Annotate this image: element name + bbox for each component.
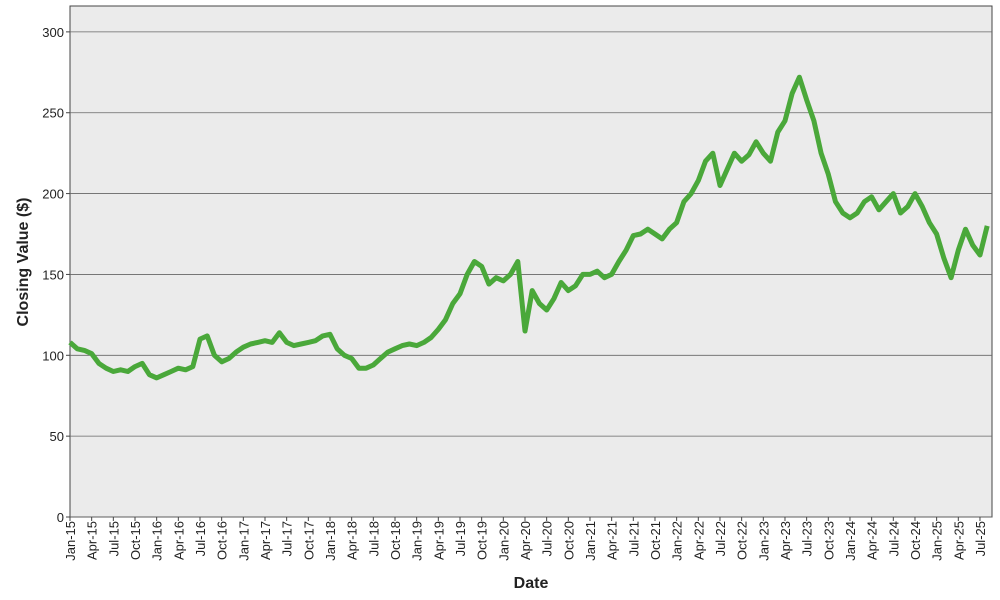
x-tick-label: Oct-16: [215, 521, 230, 560]
x-tick-label: Jul-22: [713, 521, 728, 556]
x-tick-label: Apr-22: [691, 521, 706, 560]
x-tick-label: Jul-23: [800, 521, 815, 556]
x-tick-label: Oct-18: [388, 521, 403, 560]
x-tick-label: Oct-22: [735, 521, 750, 560]
x-tick-label: Oct-15: [128, 521, 143, 560]
x-tick-label: Oct-20: [561, 521, 576, 560]
x-tick-label: Jul-24: [886, 521, 901, 556]
x-tick-label: Oct-23: [821, 521, 836, 560]
y-tick-label: 300: [42, 25, 64, 40]
x-tick-label: Jan-15: [63, 521, 78, 561]
x-tick-label: Apr-23: [778, 521, 793, 560]
x-tick-label: Apr-25: [951, 521, 966, 560]
x-tick-label: Apr-20: [518, 521, 533, 560]
plot-area: [69, 5, 993, 518]
x-tick-label: Jan-18: [323, 521, 338, 561]
x-tick-label: Oct-21: [648, 521, 663, 560]
x-tick-label: Jul-18: [366, 521, 381, 556]
y-tick-label: 200: [42, 187, 64, 202]
x-tick-label: Jul-16: [193, 521, 208, 556]
x-tick-label: Jan-19: [410, 521, 425, 561]
x-tick-label: Jan-16: [150, 521, 165, 561]
y-axis-title: Closing Value ($): [15, 198, 32, 327]
x-tick-label: Apr-16: [171, 521, 186, 560]
x-tick-label: Jan-23: [756, 521, 771, 561]
x-tick-label: Jan-20: [496, 521, 511, 561]
x-tick-label: Jul-15: [106, 521, 121, 556]
y-tick-label: 100: [42, 348, 64, 363]
x-tick-label: Oct-19: [475, 521, 490, 560]
x-tick-label: Oct-17: [301, 521, 316, 560]
y-tick-label: 50: [50, 429, 64, 444]
x-tick-label: Apr-18: [345, 521, 360, 560]
x-tick-label: Jan-22: [670, 521, 685, 561]
x-tick-label: Jul-21: [626, 521, 641, 556]
x-tick-label: Apr-21: [605, 521, 620, 560]
x-tick-label: Jul-19: [453, 521, 468, 556]
x-tick-label: Jul-17: [280, 521, 295, 556]
x-tick-label: Apr-24: [865, 521, 880, 560]
x-tick-label: Jan-17: [236, 521, 251, 561]
x-tick-label: Apr-15: [85, 521, 100, 560]
x-tick-label: Jul-25: [973, 521, 988, 556]
y-tick-label: 0: [57, 510, 64, 525]
x-tick-label: Apr-17: [258, 521, 273, 560]
x-axis-title: Date: [514, 575, 549, 592]
x-tick-label: Oct-24: [908, 521, 923, 560]
data-line: [68, 74, 990, 381]
x-tick-label: Jan-24: [843, 521, 858, 561]
x-tick-label: Apr-19: [431, 521, 446, 560]
y-tick-label: 250: [42, 106, 64, 121]
y-tick-label: 150: [42, 267, 64, 282]
x-tick-label: Jan-21: [583, 521, 598, 561]
x-tick-label: Jul-20: [540, 521, 555, 556]
x-tick-label: Jan-25: [930, 521, 945, 561]
